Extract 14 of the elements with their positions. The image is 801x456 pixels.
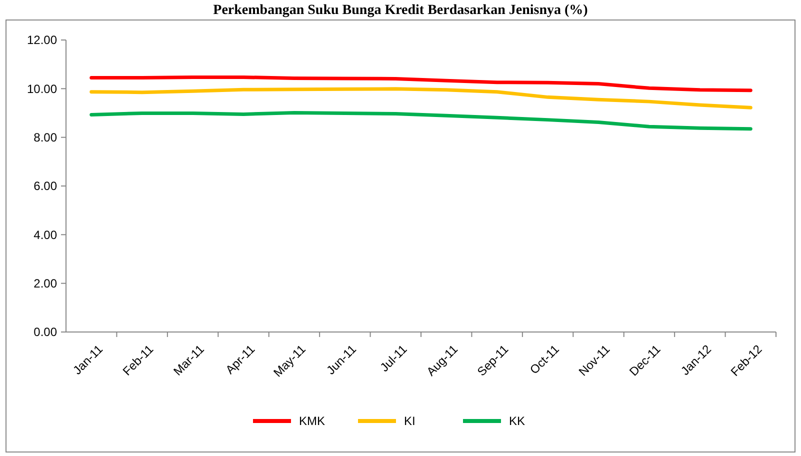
y-tick-label: 6.00 [34, 179, 58, 194]
legend-label: KMK [299, 414, 326, 428]
y-tick-label: 4.00 [34, 228, 58, 242]
y-tick-label: 2.00 [34, 276, 58, 291]
y-tick-label: 0.00 [34, 325, 58, 340]
y-tick-label: 10.00 [26, 82, 58, 96]
chart-title: Perkembangan Suku Bunga Kredit Berdasarkan Jenisnya (%) [213, 3, 588, 18]
legend-label: KK [509, 414, 526, 428]
y-tick-label: 8.00 [34, 130, 58, 145]
line-series [90, 111, 752, 131]
y-tick-label: 12.00 [26, 33, 58, 48]
line-series [90, 87, 752, 110]
line-series [90, 75, 752, 92]
legend-label: KI [404, 414, 416, 428]
